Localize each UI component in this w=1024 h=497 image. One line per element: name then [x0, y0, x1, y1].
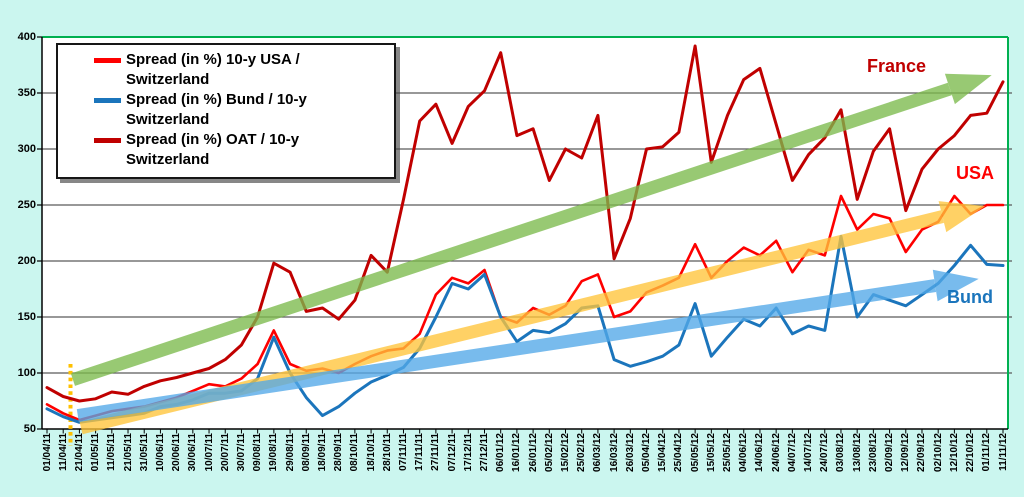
- y-axis-label: 50: [23, 423, 36, 435]
- y-axis-label: 350: [17, 87, 36, 99]
- legend-item-label: Spread (in %) 10-y USA / Switzerland: [126, 51, 300, 88]
- legend-item: Spread (in %) 10-y USA / Switzerland: [94, 50, 388, 90]
- y-axis-label: 200: [17, 255, 36, 267]
- legend-item: Spread (in %) Bund / 10-y Switzerland: [94, 90, 388, 130]
- x-axis-label: 14/06/12: [754, 433, 766, 472]
- x-axis-label: 23/08/12: [867, 433, 879, 472]
- x-axis-label: 05/04/12: [641, 433, 653, 472]
- x-axis-label: 22/10/12: [965, 433, 977, 472]
- x-axis-label: 28/09/11: [333, 433, 345, 472]
- x-axis-label: 30/07/11: [235, 433, 247, 472]
- x-axis-label: 04/06/12: [738, 433, 750, 472]
- x-axis-label: 21/04/11: [73, 433, 85, 472]
- legend-item-label: Spread (in %) OAT / 10-y Switzerland: [126, 131, 300, 168]
- x-axis-label: 15/02/12: [560, 433, 571, 472]
- x-axis-label: 19/08/11: [268, 433, 280, 472]
- x-axis-label: 16/01/12: [511, 433, 523, 472]
- x-axis-label: 08/10/11: [349, 433, 361, 472]
- x-axis-label: 06/03/12: [592, 433, 604, 472]
- x-axis-label: 11/11/12: [997, 433, 1009, 471]
- legend: Spread (in %) 10-y USA / Switzerland Spre…: [56, 43, 396, 179]
- x-axis-label: 26/03/12: [624, 433, 636, 472]
- x-axis-label: 10/07/11: [203, 433, 215, 472]
- x-axis-label: 29/08/11: [284, 433, 296, 472]
- x-axis-label: 10/06/11: [154, 433, 166, 472]
- y-axis-label: 400: [17, 31, 36, 43]
- x-axis-label: 07/11/11: [397, 433, 409, 471]
- x-axis-label: 27/11/11: [430, 433, 442, 471]
- x-axis-label: 30/06/11: [187, 433, 199, 472]
- y-axis-label: 250: [17, 199, 36, 211]
- x-axis-label: 20/07/11: [219, 433, 231, 472]
- x-axis-label: 08/09/11: [300, 433, 312, 472]
- x-axis-label: 28/10/11: [381, 433, 393, 472]
- x-axis-label: 12/10/12: [948, 433, 960, 472]
- trend-arrow-shaft: [76, 279, 937, 422]
- x-axis-label: 01/05/11: [90, 433, 102, 472]
- x-axis-label: 18/09/11: [316, 433, 328, 472]
- x-axis-label: 24/06/12: [770, 433, 782, 472]
- x-axis-label: 17/11/11: [414, 433, 426, 471]
- x-axis-label: 18/10/11: [365, 433, 377, 472]
- x-axis-label: 11/05/11: [106, 433, 118, 471]
- x-axis-label: 01/04/11: [41, 433, 53, 472]
- trend-arrow-france: [70, 73, 992, 386]
- x-axis-label: 06/01/12: [495, 433, 507, 472]
- x-axis-label: 09/08/11: [252, 433, 264, 472]
- x-axis-label: 02/09/12: [884, 433, 896, 472]
- x-axis-label: 05/05/12: [689, 433, 701, 472]
- x-axis-label: 25/02/12: [576, 433, 588, 472]
- trend-arrow-head: [944, 73, 992, 105]
- trend-arrow-head: [938, 201, 986, 233]
- x-axis-label: 05/02/12: [543, 433, 555, 472]
- y-axis-label: 100: [17, 367, 36, 379]
- legend-line-swatch: [94, 138, 121, 143]
- x-axis-label: 25/05/12: [722, 433, 734, 472]
- annotation-france: France: [867, 56, 927, 76]
- x-axis-label: 12/09/12: [900, 433, 912, 472]
- x-axis-label: 03/08/12: [835, 433, 847, 472]
- trend-arrow-bund: [76, 269, 979, 422]
- x-axis-label: 13/08/12: [851, 433, 863, 472]
- x-axis-label: 16/03/12: [608, 433, 620, 472]
- x-axis-label: 14/07/12: [803, 433, 815, 472]
- x-axis-label: 31/05/11: [138, 433, 150, 472]
- annotation-bund: Bund: [947, 287, 993, 307]
- legend-item-label: Spread (in %) Bund / 10-y Switzerland: [126, 91, 307, 128]
- legend-line-swatch: [94, 98, 121, 103]
- x-axis-label: 17/12/11: [462, 433, 474, 472]
- x-axis-label: 22/09/12: [916, 433, 928, 472]
- annotation-usa: USA: [956, 163, 995, 183]
- x-axis-label: 11/04/11: [57, 433, 69, 471]
- x-axis-label: 21/05/11: [122, 433, 134, 472]
- x-axis-label: 02/10/12: [932, 433, 944, 472]
- y-axis-label: 150: [17, 311, 36, 323]
- legend-item: Spread (in %) OAT / 10-y Switzerland: [94, 130, 388, 170]
- x-axis-label: 15/04/12: [657, 433, 669, 472]
- x-axis-label: 20/06/11: [171, 433, 183, 472]
- trend-arrow-shaft: [70, 82, 952, 386]
- x-axis-label: 24/07/12: [819, 433, 831, 472]
- x-axis-label: 26/01/12: [527, 433, 539, 472]
- x-axis-label: 27/12/11: [478, 433, 490, 472]
- x-axis-label: 07/12/11: [446, 433, 458, 472]
- trend-arrow-head: [932, 269, 979, 302]
- legend-line-swatch: [94, 58, 121, 63]
- x-axis-label: 15/05/12: [705, 433, 717, 472]
- y-axis-label: 300: [17, 143, 36, 155]
- x-axis-label: 25/04/12: [673, 433, 685, 472]
- x-axis-label: 01/11/12: [981, 433, 993, 472]
- x-axis-label: 04/07/12: [786, 433, 798, 472]
